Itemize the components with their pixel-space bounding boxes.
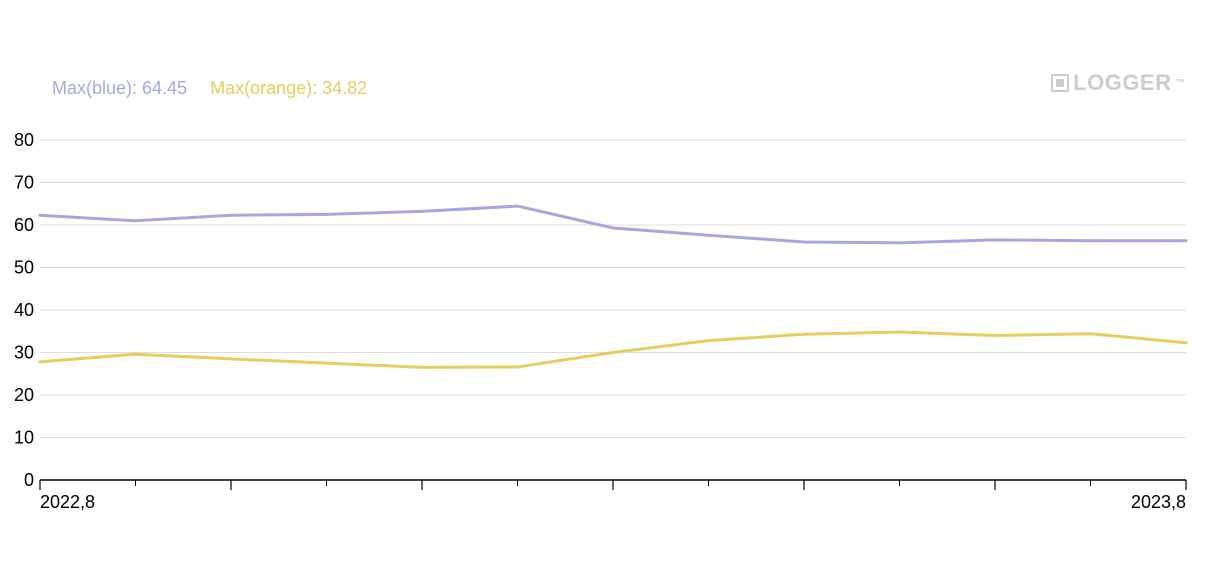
y-tick-label: 80 (14, 130, 34, 150)
y-tick-label: 70 (14, 173, 34, 193)
chart-container: Max(blue): 64.45 Max(orange): 34.82 LOGG… (0, 0, 1232, 562)
y-tick-label: 0 (24, 470, 34, 490)
x-tick-label: 2023,8 (1131, 492, 1186, 512)
y-tick-label: 60 (14, 215, 34, 235)
line-chart: 0 10 20 30 40 50 60 70 80 2022,8 2023,8 (0, 0, 1232, 562)
y-tick-label: 10 (14, 428, 34, 448)
y-tick-label: 30 (14, 343, 34, 363)
y-tick-label: 20 (14, 385, 34, 405)
series-orange (40, 332, 1186, 367)
y-tick-label: 50 (14, 258, 34, 278)
y-tick-label: 40 (14, 300, 34, 320)
series-blue (40, 206, 1186, 243)
x-tick-label: 2022,8 (40, 492, 95, 512)
